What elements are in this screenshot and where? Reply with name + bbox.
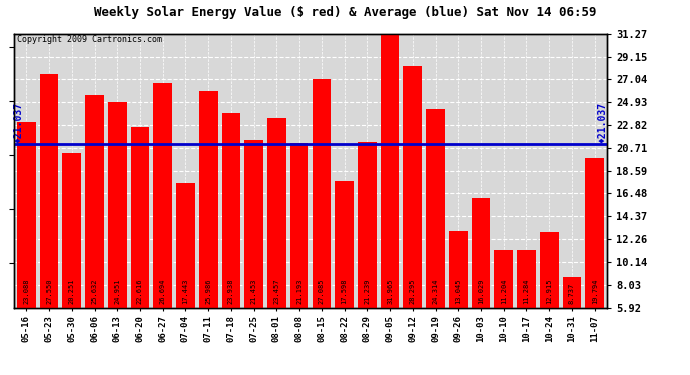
Bar <box>130 127 149 308</box>
Text: 21.239: 21.239 <box>364 279 371 304</box>
Text: ♦21.037: ♦21.037 <box>14 102 23 142</box>
Text: 23.088: 23.088 <box>23 279 29 304</box>
Bar <box>585 158 604 308</box>
Bar <box>176 183 195 308</box>
Bar <box>108 102 126 308</box>
Bar <box>17 122 36 308</box>
Text: 27.085: 27.085 <box>319 279 325 304</box>
Text: 27.550: 27.550 <box>46 279 52 304</box>
Text: 12.915: 12.915 <box>546 279 552 304</box>
Text: 25.986: 25.986 <box>205 279 211 304</box>
Bar <box>358 142 377 308</box>
Bar <box>153 83 172 308</box>
Text: 22.616: 22.616 <box>137 279 143 304</box>
Bar <box>335 182 354 308</box>
Bar <box>381 26 400 308</box>
Text: Copyright 2009 Cartronics.com: Copyright 2009 Cartronics.com <box>17 35 161 44</box>
Bar <box>244 140 263 308</box>
Bar <box>449 231 468 308</box>
Text: 17.598: 17.598 <box>342 279 348 304</box>
Text: 21.193: 21.193 <box>296 279 302 304</box>
Bar <box>85 94 104 308</box>
Text: 13.045: 13.045 <box>455 279 462 304</box>
Bar <box>199 91 217 308</box>
Text: 24.314: 24.314 <box>433 279 439 304</box>
Text: Weekly Solar Energy Value ($ red) & Average (blue) Sat Nov 14 06:59: Weekly Solar Energy Value ($ red) & Aver… <box>94 6 596 19</box>
Text: 20.251: 20.251 <box>69 279 75 304</box>
Text: 21.453: 21.453 <box>250 279 257 304</box>
Text: 19.794: 19.794 <box>592 279 598 304</box>
Bar <box>221 113 240 308</box>
Bar <box>404 66 422 308</box>
Bar <box>63 153 81 308</box>
Text: ♦21.037: ♦21.037 <box>598 102 607 142</box>
Bar <box>518 250 536 308</box>
Text: 17.443: 17.443 <box>182 279 188 304</box>
Text: 23.457: 23.457 <box>273 279 279 304</box>
Text: 11.284: 11.284 <box>524 279 529 304</box>
Text: 8.737: 8.737 <box>569 283 575 304</box>
Bar <box>495 251 513 308</box>
Text: 11.204: 11.204 <box>501 279 506 304</box>
Text: 23.938: 23.938 <box>228 279 234 304</box>
Bar <box>40 74 59 308</box>
Text: 26.694: 26.694 <box>159 279 166 304</box>
Bar <box>472 198 491 308</box>
Bar <box>267 118 286 308</box>
Text: 24.951: 24.951 <box>115 279 120 304</box>
Text: 16.029: 16.029 <box>478 279 484 304</box>
Bar <box>562 277 581 308</box>
Bar <box>540 232 558 308</box>
Text: 25.632: 25.632 <box>92 279 97 304</box>
Text: 28.295: 28.295 <box>410 279 416 304</box>
Bar <box>290 142 308 308</box>
Bar <box>426 109 445 308</box>
Bar <box>313 79 331 308</box>
Text: 31.965: 31.965 <box>387 279 393 304</box>
